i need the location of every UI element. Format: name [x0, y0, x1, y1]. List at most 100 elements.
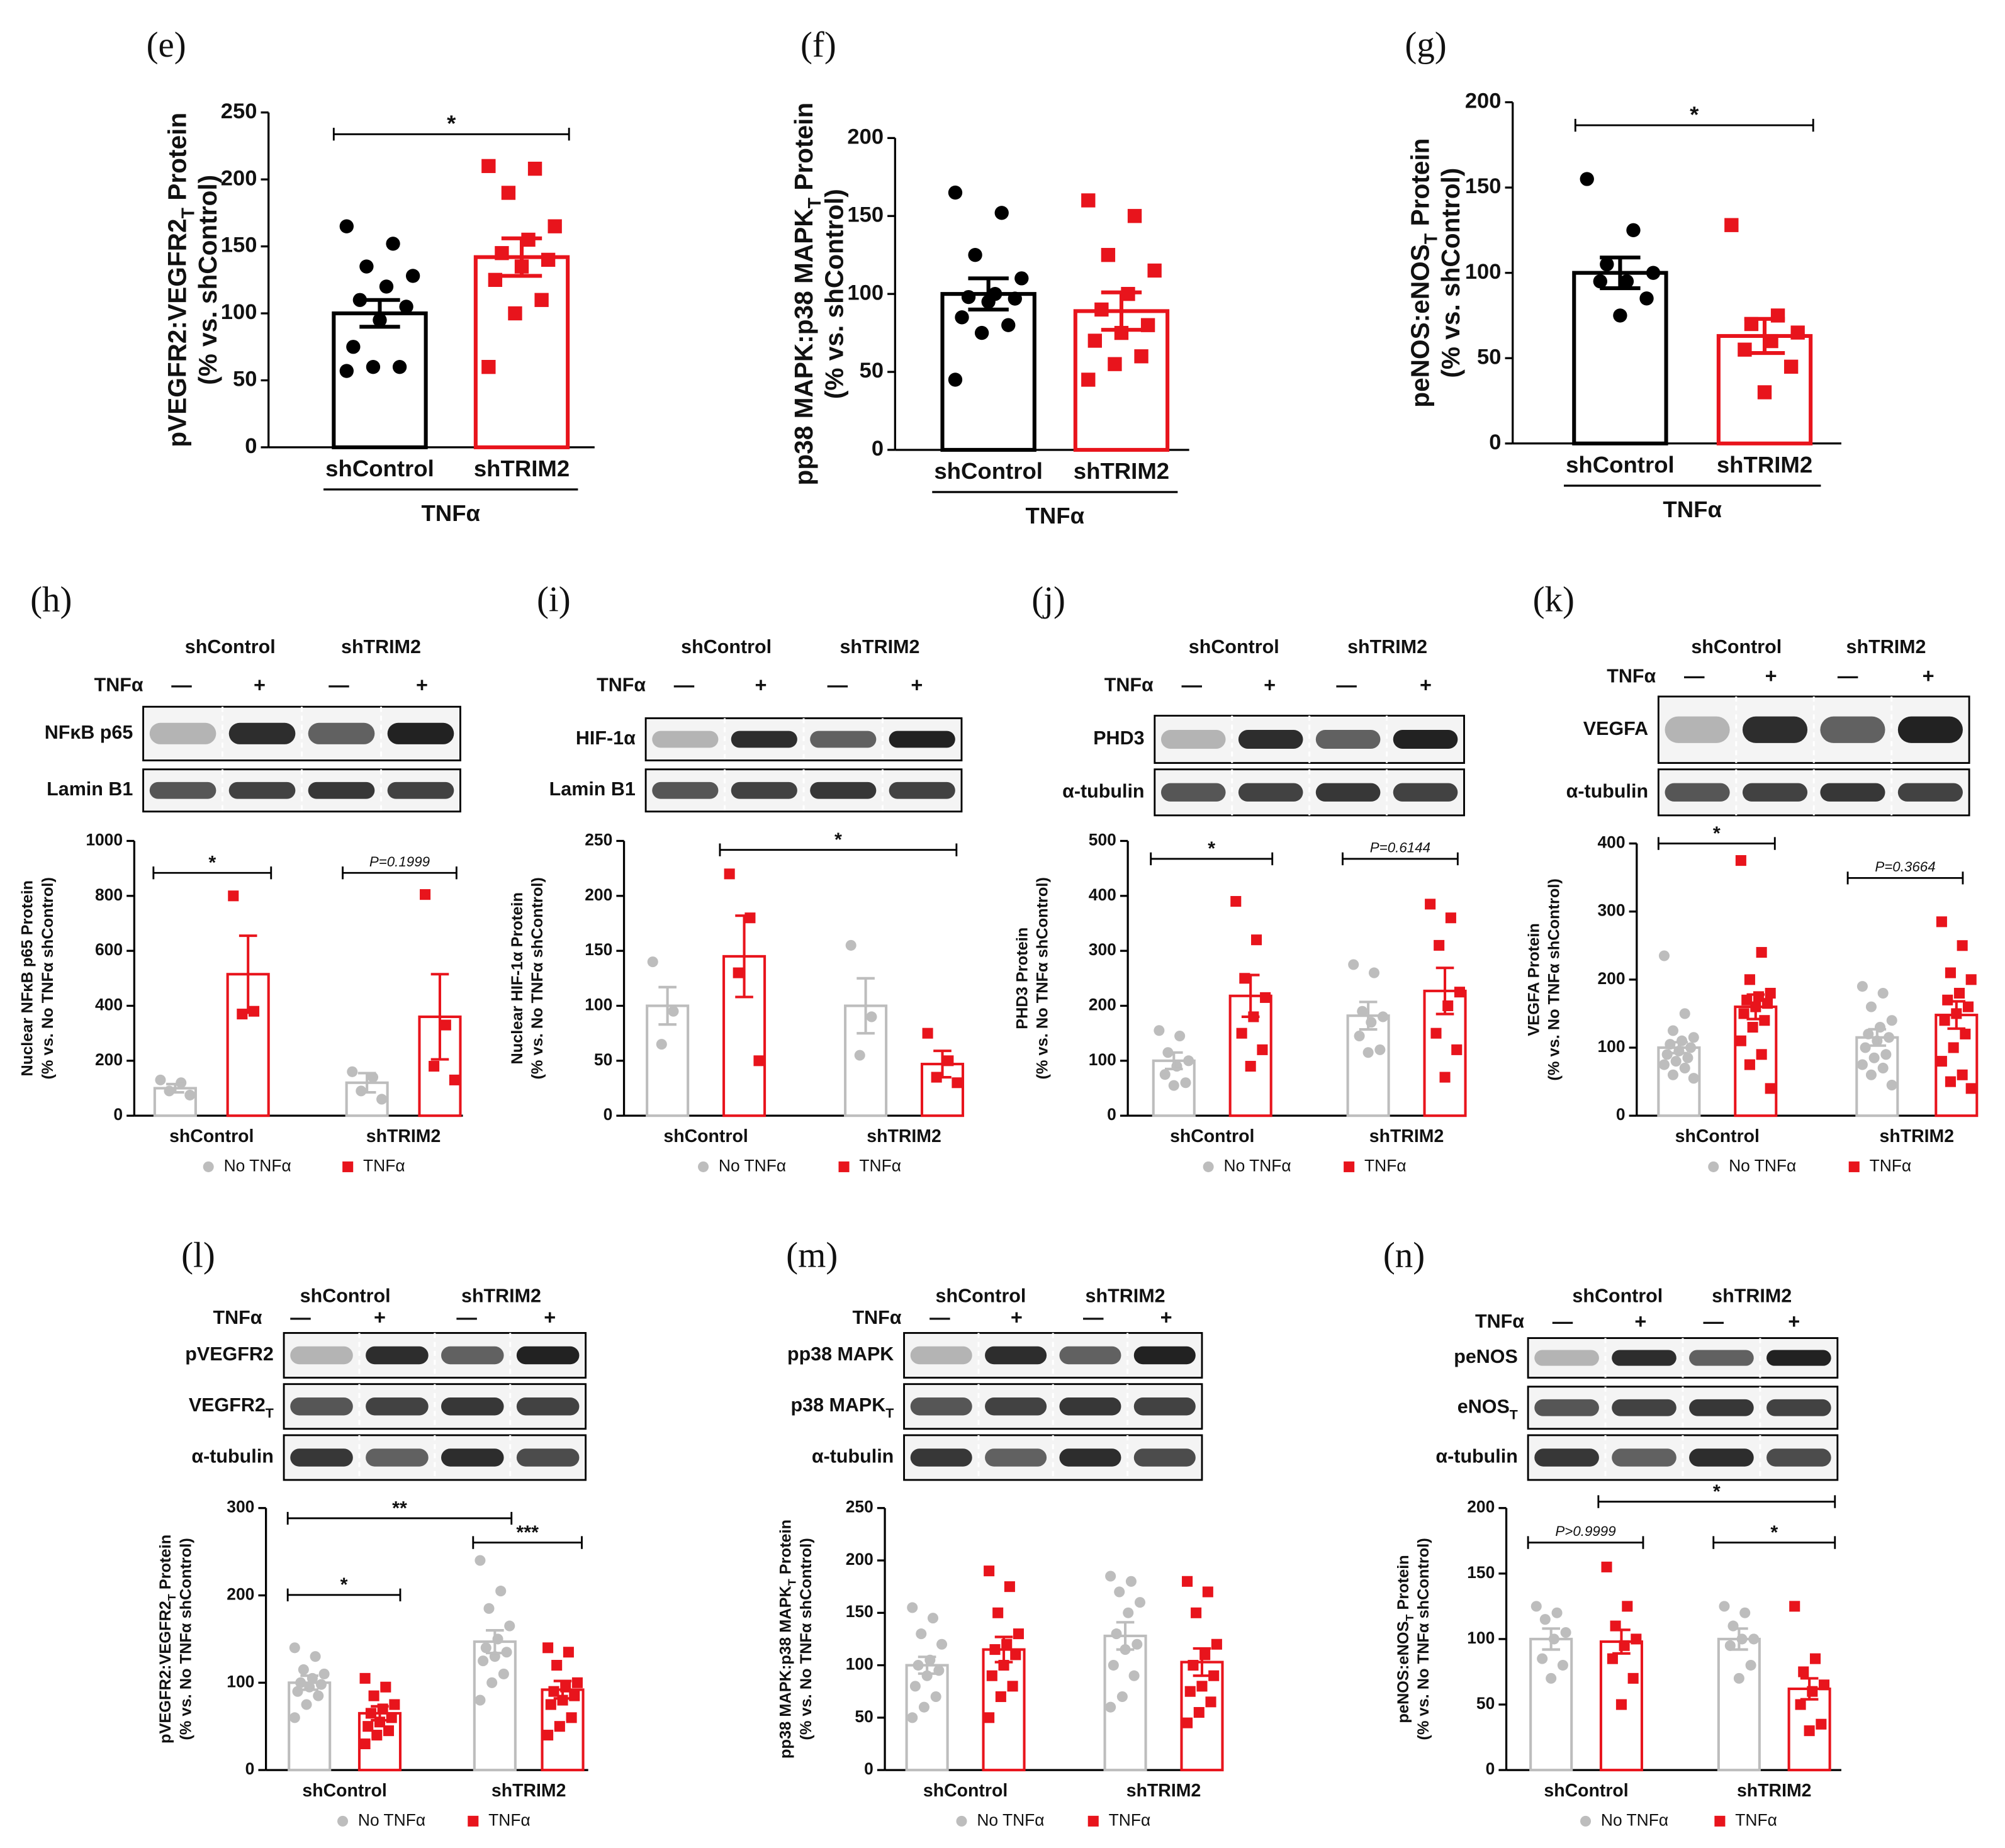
- data-point: [1622, 1601, 1633, 1612]
- blot-row-label: α-tubulin: [812, 1446, 894, 1467]
- data-point: [1756, 1049, 1767, 1060]
- y-axis-label-part: pp38 MAPK:p38 MAPK: [777, 1585, 794, 1759]
- data-point: [1454, 987, 1465, 998]
- legend-marker: [838, 1161, 850, 1172]
- y-tick-label: 0: [1107, 1105, 1116, 1124]
- x-tick-label: shControl: [1170, 1126, 1254, 1146]
- data-point: [164, 1085, 175, 1097]
- data-point: [405, 269, 420, 283]
- blot-group-label: shControl: [185, 636, 276, 658]
- y-axis-label: pVEGFR2:VEGFR2T Protein: [157, 1535, 178, 1744]
- y-tick-label: 0: [864, 1759, 873, 1778]
- x-tick-label: shControl: [663, 1126, 748, 1146]
- data-point: [228, 890, 239, 902]
- data-point: [1880, 1049, 1892, 1060]
- data-point: [1257, 1044, 1268, 1055]
- blot-treatment-label: TNFα: [1104, 675, 1154, 696]
- blot-band: [149, 722, 216, 744]
- blot-band: [1160, 783, 1226, 802]
- data-point: [994, 206, 1009, 220]
- significance-bracket: [1597, 1495, 1836, 1508]
- significance-label: P=0.6144: [1370, 840, 1430, 856]
- y-axis-label: pVEGFR2:VEGFR2T Protein: [162, 113, 198, 447]
- significance-label: *: [1713, 1481, 1721, 1502]
- data-point: [933, 1665, 945, 1676]
- y-tick-label: 500: [1089, 830, 1116, 849]
- data-point: [1745, 1660, 1756, 1671]
- data-point: [1804, 1725, 1815, 1737]
- significance-label: *: [1770, 1521, 1778, 1543]
- data-point: [483, 1603, 495, 1614]
- blot-row-label: PHD3: [1093, 727, 1144, 749]
- y-axis-label: peNOS:eNOST Protein: [1405, 138, 1441, 408]
- data-point: [1615, 1699, 1627, 1710]
- data-point: [1738, 1008, 1749, 1019]
- blot-lane-sign: —: [1083, 1306, 1104, 1329]
- data-point: [986, 1670, 997, 1681]
- data-point: [1111, 1628, 1122, 1640]
- data-point: [545, 1699, 556, 1710]
- blot-band: [1315, 729, 1381, 749]
- data-point: [1208, 1670, 1220, 1681]
- blot-row-label-part: T: [1510, 1407, 1518, 1422]
- data-point: [1613, 308, 1627, 323]
- data-point: [909, 1681, 921, 1692]
- data-point: [548, 1686, 559, 1697]
- blot-band: [1612, 1399, 1676, 1416]
- data-point: [1445, 912, 1456, 924]
- blot-row-label-part: PHD3: [1093, 727, 1144, 749]
- data-point: [1789, 1601, 1800, 1612]
- data-point: [376, 1094, 388, 1105]
- data-point: [948, 372, 963, 387]
- blot-row-label: α-tubulin: [1062, 780, 1144, 802]
- data-point: [1809, 1653, 1821, 1664]
- data-point: [1108, 357, 1122, 371]
- x-tick-label: shTRIM2: [1074, 458, 1169, 484]
- blot-band: [1689, 1399, 1754, 1416]
- blot-row-label-part: α-tubulin: [1566, 780, 1648, 802]
- data-point: [1105, 1701, 1116, 1713]
- data-point: [367, 1072, 379, 1083]
- error-bar: [1746, 993, 1765, 1021]
- x-tick-label: shTRIM2: [867, 1126, 941, 1146]
- blot-lane-sign: —: [674, 673, 695, 696]
- data-point: [495, 1586, 507, 1597]
- data-point: [1667, 1069, 1679, 1080]
- data-point: [916, 1628, 927, 1640]
- y-tick-label: 250: [221, 99, 257, 123]
- legend-marker: [698, 1161, 709, 1172]
- blot-lane-sign: —: [1553, 1310, 1573, 1333]
- legend-marker: [468, 1815, 479, 1827]
- blot-row-label-part: α-tubulin: [1062, 780, 1144, 802]
- data-point: [362, 1721, 374, 1732]
- blot-group-label: shControl: [681, 636, 772, 658]
- significance-bracket: [1846, 871, 1964, 885]
- data-point: [989, 1644, 1001, 1655]
- y-axis-label-part: Nuclear NFκB p65 Protein: [18, 880, 36, 1077]
- panel-label: (l): [181, 1236, 215, 1275]
- data-point: [1765, 987, 1776, 999]
- blot-band: [889, 731, 955, 748]
- error-bar: [1670, 1041, 1688, 1055]
- significance-label: P=0.3664: [1875, 859, 1935, 875]
- data-point: [508, 306, 522, 321]
- y-tick-label: 50: [1476, 1694, 1495, 1713]
- y-axis-label-part: Protein: [162, 113, 191, 208]
- data-point: [1685, 1042, 1697, 1053]
- y-axis-label: (% vs. No TNFα shControl): [1415, 1538, 1432, 1740]
- data-point: [1147, 263, 1162, 278]
- blot-band: [366, 1448, 429, 1467]
- significance-label: ***: [516, 1521, 539, 1543]
- x-tick-label: shControl: [302, 1781, 386, 1801]
- data-point: [866, 1011, 877, 1022]
- legend-label: TNFα: [488, 1810, 531, 1829]
- y-tick-label: 300: [1597, 901, 1625, 920]
- blot-band: [1689, 1448, 1754, 1467]
- significance-bracket: [332, 128, 570, 141]
- blot-band: [652, 781, 719, 799]
- data-point: [1196, 1681, 1208, 1692]
- data-point: [1747, 1022, 1758, 1033]
- blot-band: [1059, 1397, 1121, 1416]
- data-point: [1551, 1607, 1563, 1618]
- blot-row-label: VEGFR2T: [189, 1394, 274, 1421]
